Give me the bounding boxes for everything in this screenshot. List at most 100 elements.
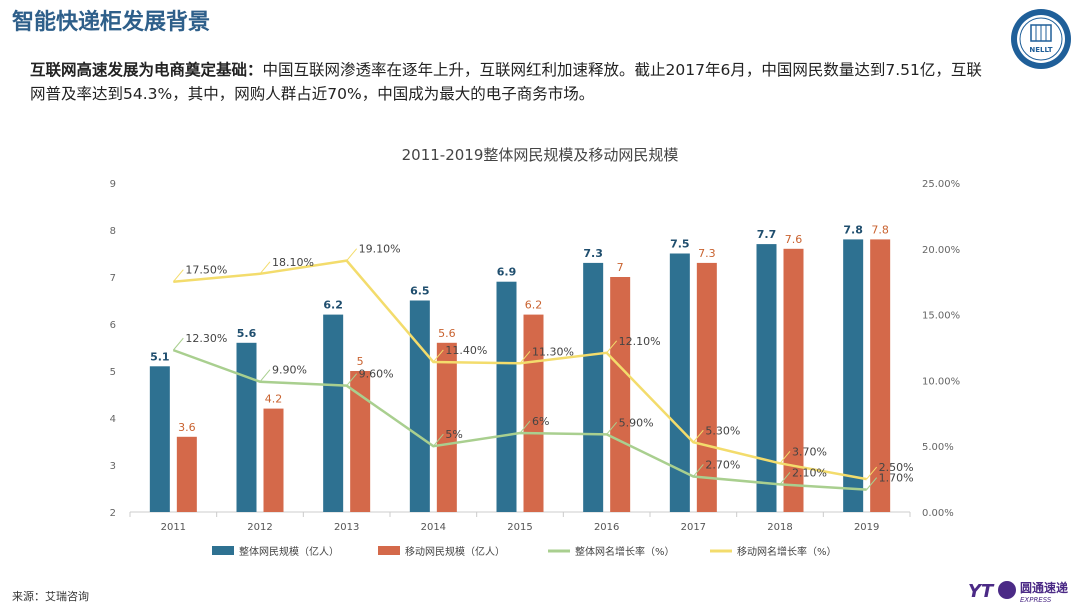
bar-data-label: 4.2 [265, 393, 283, 406]
bar-data-label: 7.3 [583, 247, 603, 260]
bar [696, 262, 717, 512]
legend-label: 整体网名增长率（%） [575, 545, 675, 558]
bar-data-label: 6.9 [497, 266, 517, 279]
leader-line [259, 369, 271, 383]
x-tick-label: 2018 [767, 522, 792, 533]
line-data-label: 9.90% [272, 364, 307, 377]
leader-line [779, 450, 791, 464]
leader-line [779, 472, 791, 485]
line-data-label: 19.10% [359, 243, 401, 256]
page-title: 智能快递柜发展背景 [12, 10, 211, 35]
bar [236, 342, 257, 512]
bar-data-label: 7.7 [757, 228, 777, 241]
y-tick-label: 8 [110, 226, 116, 237]
leader-line [692, 429, 704, 443]
bar [323, 314, 344, 512]
line-data-label: 6% [532, 415, 549, 428]
leader-line [866, 466, 878, 480]
bar [783, 248, 804, 513]
bar [870, 239, 891, 512]
bar [583, 262, 604, 512]
bar [669, 253, 690, 512]
bar [523, 314, 544, 512]
line-data-label: 12.10% [619, 335, 661, 348]
bar-data-label: 7.8 [871, 223, 889, 236]
yto-yt-text: YT [968, 581, 995, 602]
leader-line [346, 373, 358, 386]
bar-data-label: 6.2 [323, 299, 343, 312]
bar-data-label: 5.1 [150, 350, 170, 363]
leader-line [172, 269, 184, 283]
nelt-seal-icon: NELLT [1011, 9, 1071, 69]
line-data-label: 17.50% [185, 264, 227, 277]
x-tick-label: 2017 [681, 522, 706, 533]
intro-paragraph: 互联网高速发展为电商奠定基础：中国互联网渗透率在逐年上升，互联网红利加速释放。截… [30, 58, 990, 106]
leader-line [346, 248, 358, 261]
intro-body-text: 中国互联网渗透率在逐年上升，互联网红利加速释放。截止2017年6月，中国网民数量… [30, 61, 982, 103]
leader-line [606, 340, 618, 354]
y2-tick-label: 0.00% [922, 508, 954, 519]
y2-tick-label: 10.00% [922, 376, 960, 387]
y-tick-label: 4 [110, 414, 116, 425]
bar [436, 342, 457, 512]
x-tick-label: 2011 [161, 522, 186, 533]
leader-line [259, 261, 271, 275]
bar-data-label: 7 [617, 261, 624, 274]
leader-line [519, 420, 531, 434]
bar-data-label: 5.6 [237, 327, 257, 340]
x-tick-label: 2013 [334, 522, 359, 533]
y-tick-label: 2 [110, 508, 116, 519]
line-data-label: 18.10% [272, 256, 314, 269]
leader-line [432, 349, 444, 363]
line-data-label: 11.30% [532, 345, 574, 358]
bar [610, 277, 631, 512]
line-data-label: 12.30% [185, 332, 227, 345]
bar [350, 371, 371, 512]
logo-text: NELLT [1029, 46, 1052, 54]
line-data-label: 5% [445, 428, 462, 441]
y-tick-label: 3 [110, 461, 116, 472]
line-data-label: 11.40% [445, 344, 487, 357]
x-tick-label: 2014 [421, 522, 446, 533]
bar-data-label: 5.6 [438, 327, 456, 340]
leader-line [866, 477, 878, 490]
bar [756, 244, 777, 512]
bar-data-label: 6.2 [525, 299, 543, 312]
chart-title: 2011-2019整体网民规模及移动网民规模 [402, 146, 679, 164]
legend-label: 移动网名增长率（%） [737, 545, 837, 558]
source-note: 来源：艾瑞咨询 [12, 590, 89, 603]
bar [843, 239, 864, 512]
line-data-label: 9.60% [359, 368, 394, 381]
bar-data-label: 6.5 [410, 285, 430, 298]
legend-label: 整体网民规模（亿人） [239, 545, 339, 558]
y-tick-label: 7 [110, 273, 116, 284]
y-tick-label: 9 [110, 179, 116, 190]
bar [149, 366, 170, 512]
legend-label: 移动网民规模（亿人） [405, 545, 505, 558]
legend-swatch [212, 546, 234, 555]
y2-tick-label: 5.00% [922, 442, 954, 453]
bar-data-label: 5 [357, 355, 364, 368]
legend-swatch [378, 546, 400, 555]
line-data-label: 3.70% [792, 445, 827, 458]
bar-data-label: 3.6 [178, 421, 196, 434]
y-tick-label: 6 [110, 320, 116, 331]
line-data-label: 5.30% [705, 424, 740, 437]
bar-data-label: 7.3 [698, 247, 716, 260]
y2-tick-label: 20.00% [922, 245, 960, 256]
line-data-label: 2.70% [705, 458, 740, 471]
line-data-label: 2.50% [879, 461, 914, 474]
bar-data-label: 7.8 [843, 223, 863, 236]
yto-logo-icon: YT 圆通速递 EXPRESS [968, 580, 1068, 604]
y2-tick-label: 15.00% [922, 311, 960, 322]
leader-line [519, 350, 531, 364]
bar-data-label: 7.5 [670, 238, 690, 251]
leader-line [692, 464, 704, 477]
leader-line [432, 433, 444, 447]
bar [409, 300, 430, 512]
x-tick-label: 2015 [507, 522, 532, 533]
bar [496, 281, 517, 512]
leader-line [606, 422, 618, 435]
x-tick-label: 2019 [854, 522, 879, 533]
bar-data-label: 7.6 [785, 233, 803, 246]
